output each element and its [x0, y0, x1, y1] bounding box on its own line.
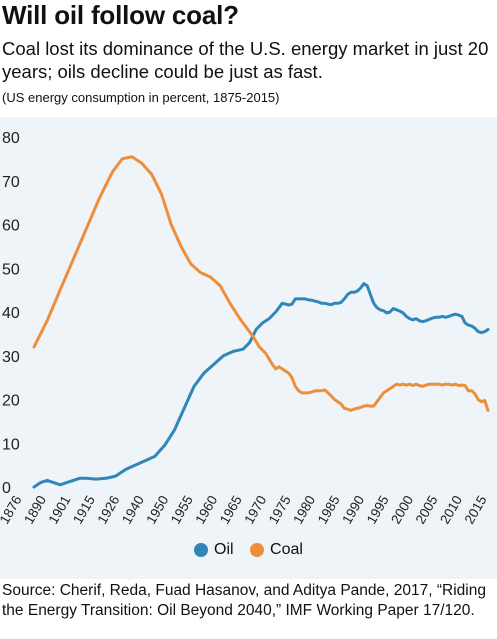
chart-note: (US energy consumption in percent, 1875-… [2, 90, 280, 105]
legend-coal-swatch [250, 543, 265, 557]
y-tick-label: 80 [2, 130, 20, 147]
y-tick-label: 30 [2, 349, 20, 366]
x-tick-label: 2010 [437, 493, 465, 527]
legend-oil-swatch [194, 543, 209, 557]
x-tick-label: 1915 [70, 493, 98, 527]
y-tick-label: 70 [2, 174, 20, 191]
x-tick-label: 1960 [192, 493, 220, 527]
x-tick-label: 2005 [413, 493, 441, 527]
y-tick-label: 10 [2, 436, 20, 453]
source-note: Source: Cherif, Reda, Fuad Hasanov, and … [2, 582, 486, 619]
y-tick-label: 0 [2, 480, 11, 497]
y-tick-label: 60 [2, 218, 20, 235]
x-tick-label: 1926 [94, 493, 122, 527]
x-tick-label: 1955 [168, 493, 196, 527]
y-axis-labels: 0 10 20 30 40 50 60 70 80 [2, 130, 20, 497]
y-tick-label: 20 [2, 393, 20, 410]
x-tick-label: 1995 [364, 493, 392, 527]
x-tick-label: 1901 [46, 493, 74, 527]
x-tick-label: 1940 [119, 493, 147, 527]
x-tick-label: 2015 [462, 493, 490, 527]
series-line-coal [32, 155, 490, 412]
x-tick-label: 1970 [241, 493, 269, 527]
legend-oil-label: Oil [214, 541, 234, 558]
chart-subtitle: Coal lost its dominance of the U.S. ener… [2, 38, 489, 82]
x-tick-label: 1965 [217, 493, 245, 527]
x-tick-label: 1876 [0, 493, 25, 527]
x-axis-labels: 1876189019011915192619401950195519601965… [0, 493, 490, 527]
legend-coal-label: Coal [270, 541, 303, 558]
chart-legend: Oil Coal [0, 541, 497, 562]
legend-item-coal: Coal [250, 541, 303, 559]
x-tick-label: 2000 [388, 493, 416, 527]
y-tick-label: 50 [2, 261, 20, 278]
x-tick-label: 1890 [21, 493, 49, 527]
legend-item-oil: Oil [194, 541, 234, 559]
x-tick-label: 1950 [143, 493, 171, 527]
plot-background [0, 117, 497, 579]
x-tick-label: 1985 [315, 493, 343, 527]
x-tick-label: 1975 [266, 493, 294, 527]
y-tick-label: 40 [2, 305, 20, 322]
x-tick-label: 1980 [290, 493, 318, 527]
series-line-oil [32, 282, 490, 489]
x-tick-label: 1990 [339, 493, 367, 527]
series-layer [32, 155, 490, 489]
chart-title: Will oil follow coal? [2, 0, 239, 30]
